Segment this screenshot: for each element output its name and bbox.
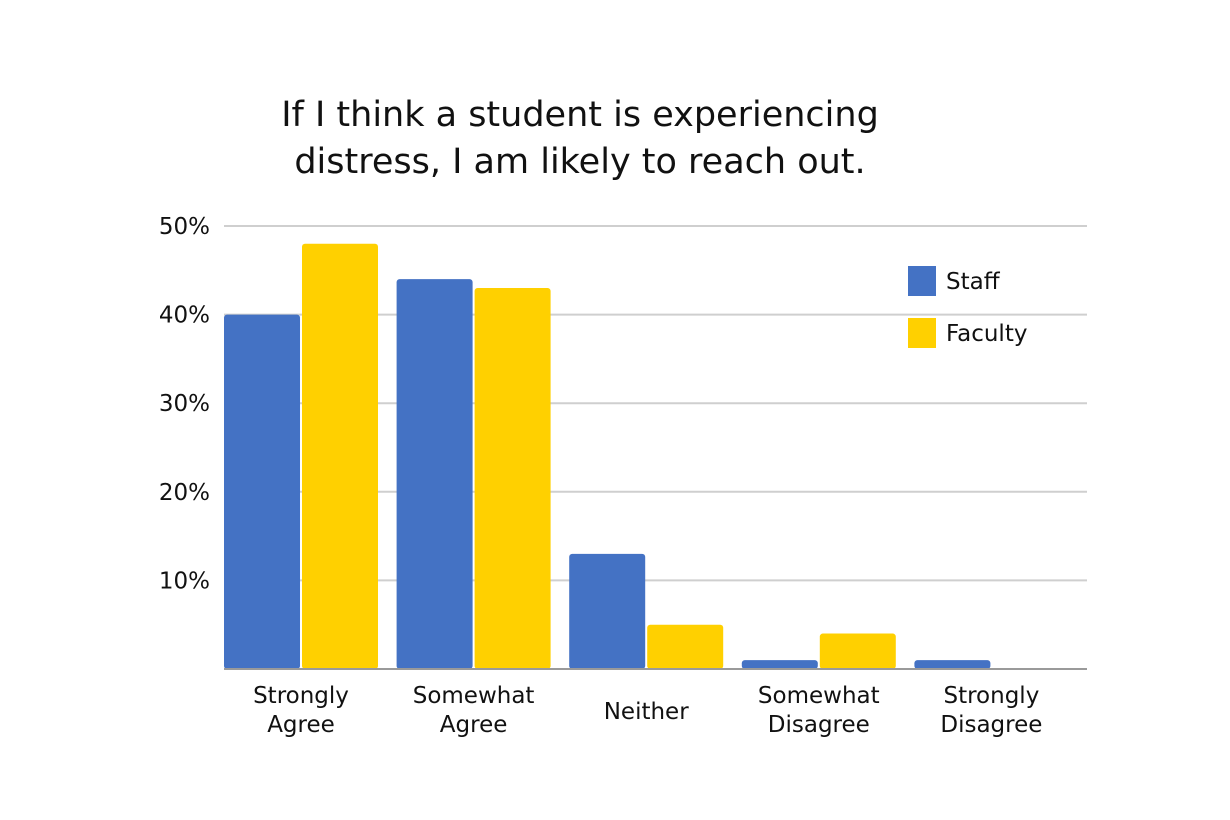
x-category-label: Disagree bbox=[940, 712, 1042, 738]
bar-staff-0 bbox=[224, 314, 300, 669]
x-category-label: Agree bbox=[267, 712, 335, 738]
bar-faculty-1 bbox=[474, 288, 551, 669]
y-tick-label: 10% bbox=[159, 568, 210, 594]
y-tick-label: 50% bbox=[159, 214, 210, 240]
x-axis-categories: Strongly Agree Somewhat Agree Neither Somewha… bbox=[253, 683, 1042, 738]
x-category-label: Strongly bbox=[253, 683, 349, 709]
legend-label-faculty: Faculty bbox=[946, 321, 1027, 347]
x-category-label: Strongly bbox=[943, 683, 1039, 709]
x-category-label: Somewhat bbox=[413, 683, 535, 709]
y-axis-ticks: 10% 20% 30% 40% 50% bbox=[159, 214, 210, 594]
legend-label-staff: Staff bbox=[946, 269, 1001, 295]
bar-staff-2 bbox=[569, 553, 646, 669]
x-category-label: Disagree bbox=[768, 712, 870, 738]
x-category-label: Agree bbox=[440, 712, 508, 738]
y-tick-label: 30% bbox=[159, 391, 210, 417]
legend-swatch-faculty bbox=[908, 318, 936, 348]
chart-title-line: If I think a student is experiencing bbox=[281, 95, 879, 135]
bar-staff-4 bbox=[914, 660, 991, 669]
bar-staff-3 bbox=[741, 660, 818, 669]
bar-faculty-0 bbox=[302, 243, 378, 669]
y-tick-label: 20% bbox=[159, 480, 210, 506]
legend-swatch-staff bbox=[908, 266, 936, 296]
chart-title-line: distress, I am likely to reach out. bbox=[294, 142, 865, 182]
bars bbox=[224, 243, 991, 669]
x-category-label: Neither bbox=[604, 699, 689, 725]
legend: Staff Faculty bbox=[908, 266, 1027, 348]
bar-faculty-2 bbox=[647, 624, 724, 669]
chart-title: If I think a student is experiencing dist… bbox=[281, 95, 879, 182]
bar-faculty-3 bbox=[819, 633, 896, 669]
y-tick-label: 40% bbox=[159, 303, 210, 329]
bar-staff-1 bbox=[396, 279, 473, 669]
x-category-label: Somewhat bbox=[758, 683, 880, 709]
